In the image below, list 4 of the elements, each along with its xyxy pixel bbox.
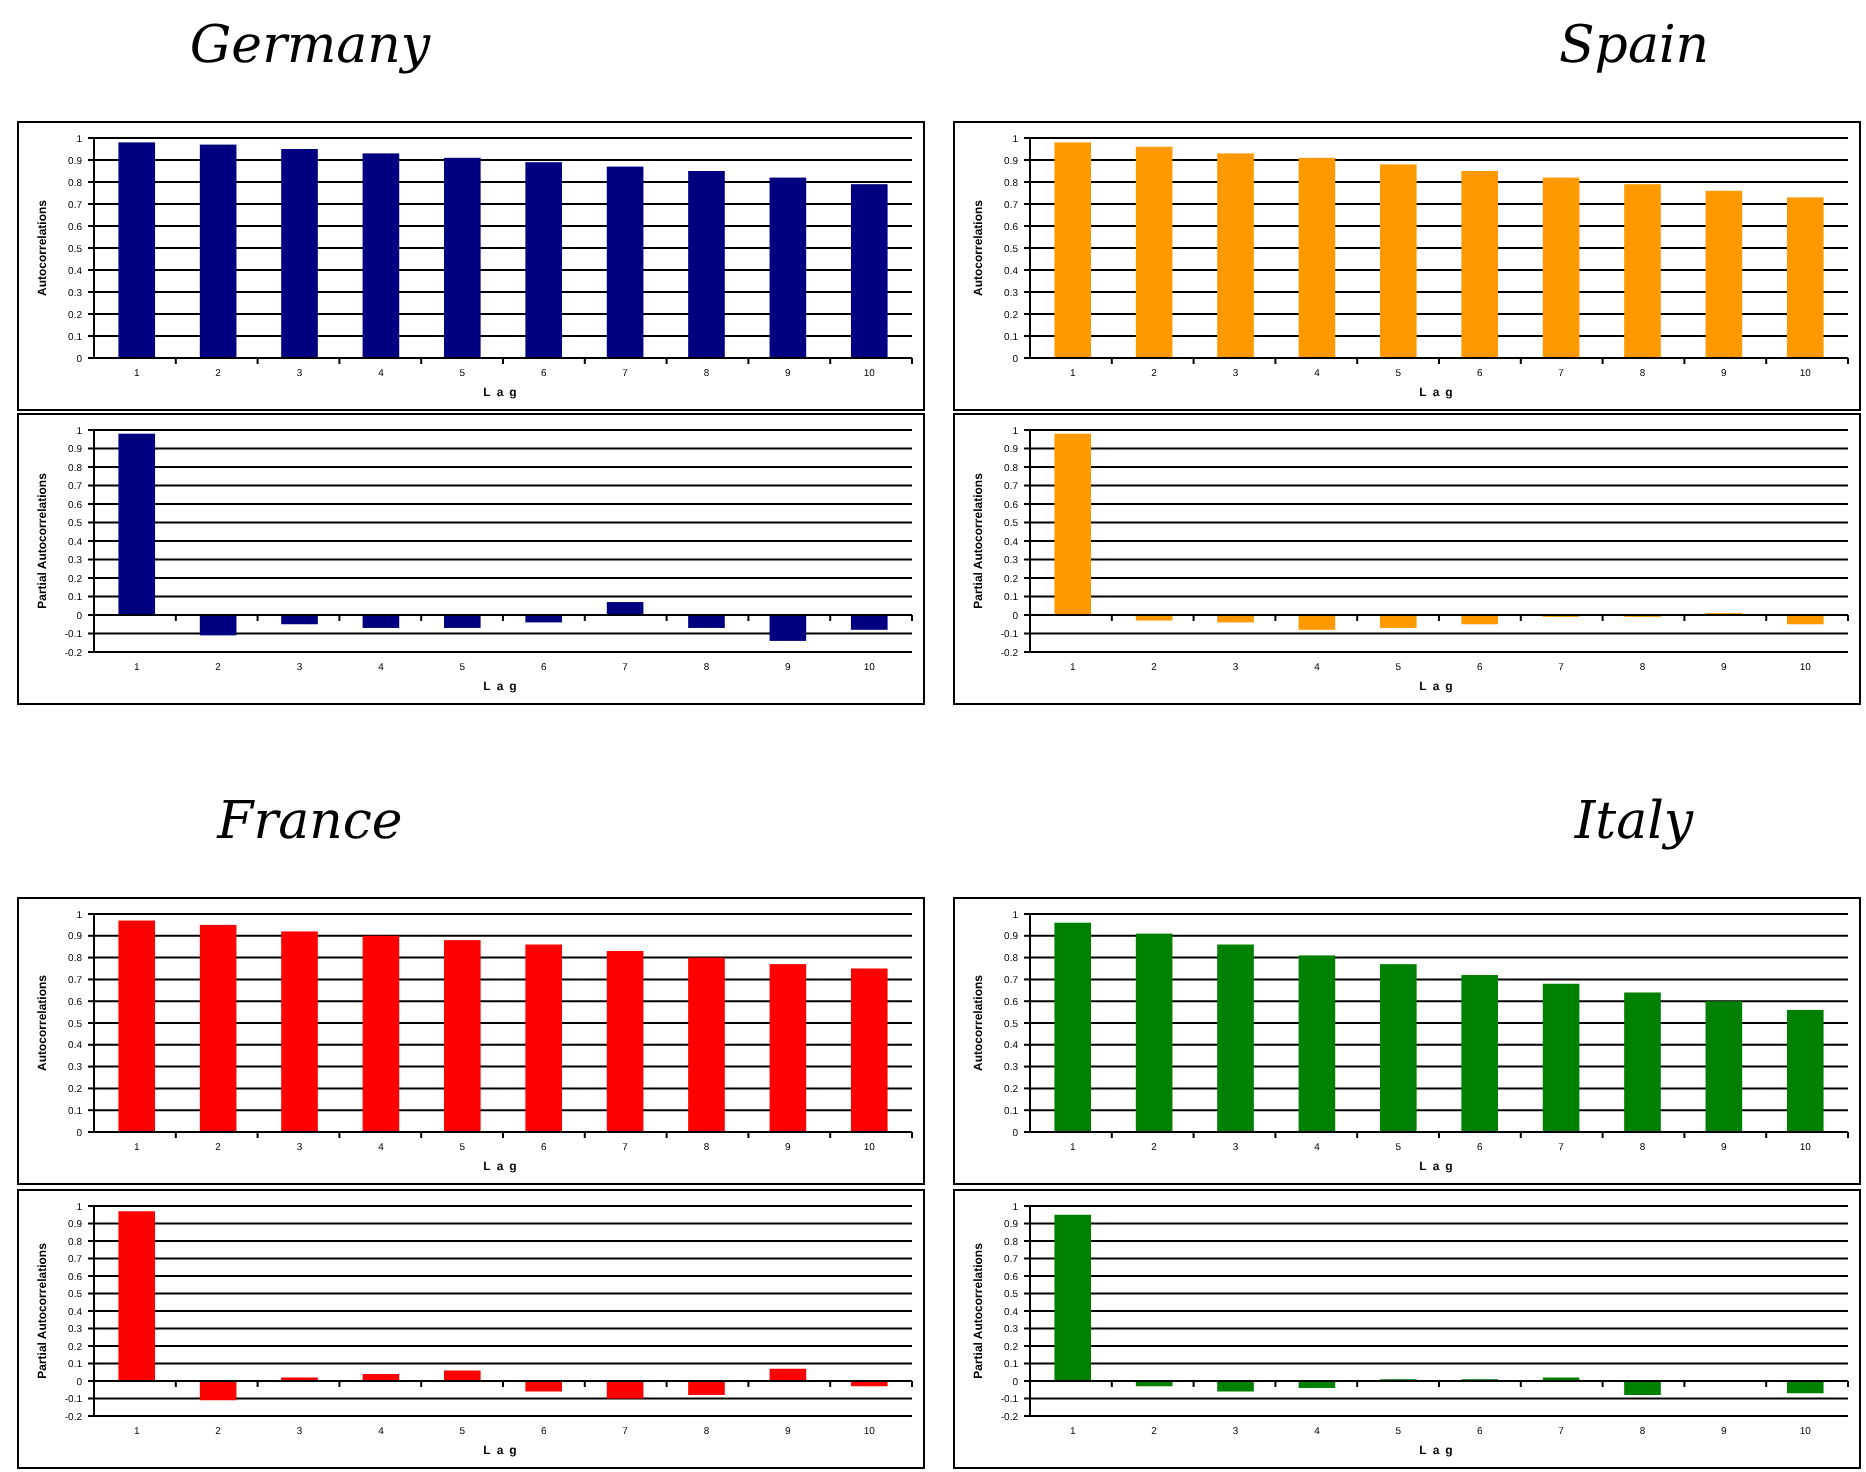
chart-title: Spain — [1558, 16, 1710, 76]
chart-title: France — [215, 792, 403, 852]
chart-title: Germany — [189, 16, 431, 76]
chart-title: Italy — [1572, 792, 1694, 852]
